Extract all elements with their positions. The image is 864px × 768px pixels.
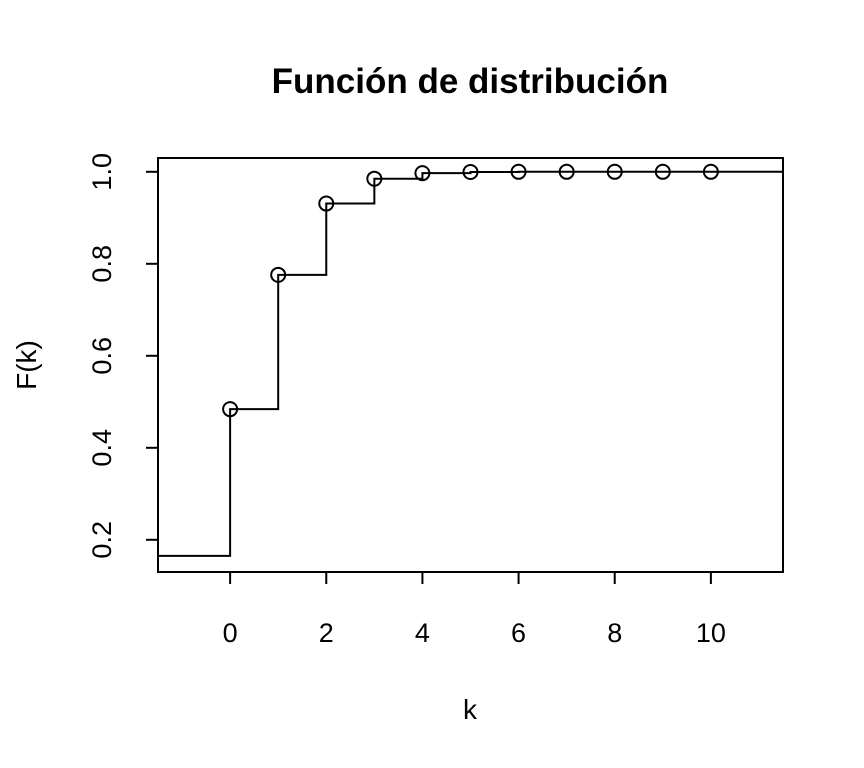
data-point [558,163,575,180]
x-axis: 0 2 4 6 8 10 [223,571,726,648]
x-tick-label: 2 [319,618,334,648]
plot-frame [157,157,784,573]
data-point [270,266,287,283]
y-axis: 0.2 0.4 0.6 0.8 1.0 [87,153,159,559]
data-point [654,163,671,180]
x-tick-label: 10 [696,618,726,648]
data-point [318,195,335,212]
y-tick-label: 0.4 [87,429,117,467]
x-tick-label: 4 [415,618,430,648]
x-tick-label: 6 [511,618,526,648]
data-point [414,165,431,182]
y-tick-label: 0.8 [87,245,117,283]
y-tick-label: 1.0 [87,153,117,191]
data-point [222,401,239,418]
chart-title: Función de distribución [272,62,669,101]
x-axis-label: k [463,694,478,725]
x-tick-label: 0 [223,618,238,648]
data-point [606,163,623,180]
data-point [702,163,719,180]
y-tick-label: 0.2 [87,521,117,559]
data-point [366,170,383,187]
data-point [510,163,527,180]
data-point [462,164,479,181]
series-group [158,163,783,557]
y-tick-label: 0.6 [87,337,117,375]
x-tick-label: 8 [607,618,622,648]
step-line [158,170,783,557]
y-axis-label: F(k) [11,340,42,390]
